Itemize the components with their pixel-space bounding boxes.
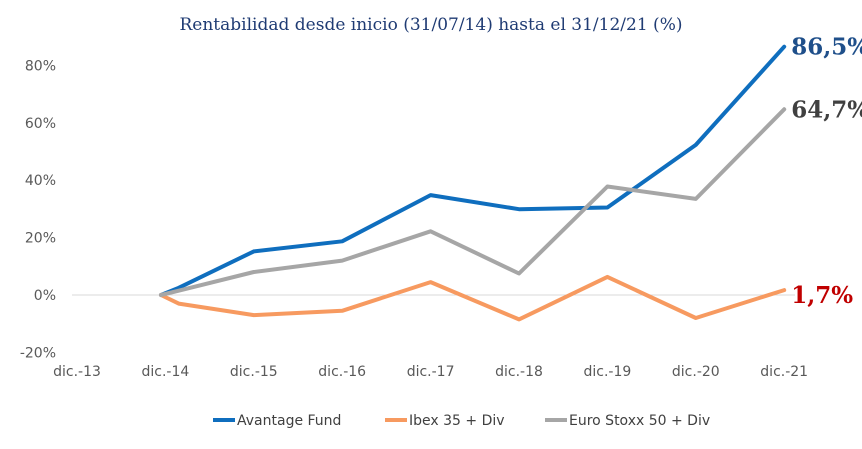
chart-title: Rentabilidad desde inicio (31/07/14) has… (180, 15, 683, 35)
x-axis: dic.-13 dic.-14 dic.-15 dic.-16 dic.-17 dic.-… (53, 364, 808, 380)
series-end-label: 1,7% (791, 282, 853, 309)
series-line (159, 107, 787, 297)
y-tick-label: 20% (25, 231, 56, 247)
y-tick-label: 80% (25, 58, 56, 74)
series-line (159, 274, 787, 322)
x-tick-label: dic.-17 (407, 364, 455, 380)
x-tick-label: dic.-18 (495, 364, 543, 380)
x-tick-label: dic.-19 (584, 364, 632, 380)
series-line (159, 44, 787, 297)
series-end-label: 64,7% (791, 96, 862, 123)
y-tick-label: -20% (20, 345, 56, 361)
legend-label: Ibex 35 + Div (409, 413, 505, 429)
legend-label: Avantage Fund (237, 413, 341, 429)
legend: Avantage Fund Ibex 35 + Div Euro Stoxx 50 … (213, 413, 710, 429)
series-lines (159, 44, 787, 322)
legend-label: Euro Stoxx 50 + Div (569, 413, 710, 429)
y-tick-label: 0% (34, 288, 56, 304)
y-axis: -20% 0% 20% 40% 60% 80% (20, 58, 56, 361)
x-tick-label: dic.-13 (53, 364, 101, 380)
series-end-label: 86,5% (791, 34, 862, 61)
x-tick-label: dic.-14 (142, 364, 190, 380)
end-labels: 86,5% 1,7% 64,7% (791, 34, 862, 309)
x-tick-label: dic.-20 (672, 364, 720, 380)
y-tick-label: 60% (25, 116, 56, 132)
x-tick-label: dic.-15 (230, 364, 278, 380)
x-tick-label: dic.-16 (318, 364, 366, 380)
y-tick-label: 40% (25, 173, 56, 189)
x-tick-label: dic.-21 (760, 364, 808, 380)
